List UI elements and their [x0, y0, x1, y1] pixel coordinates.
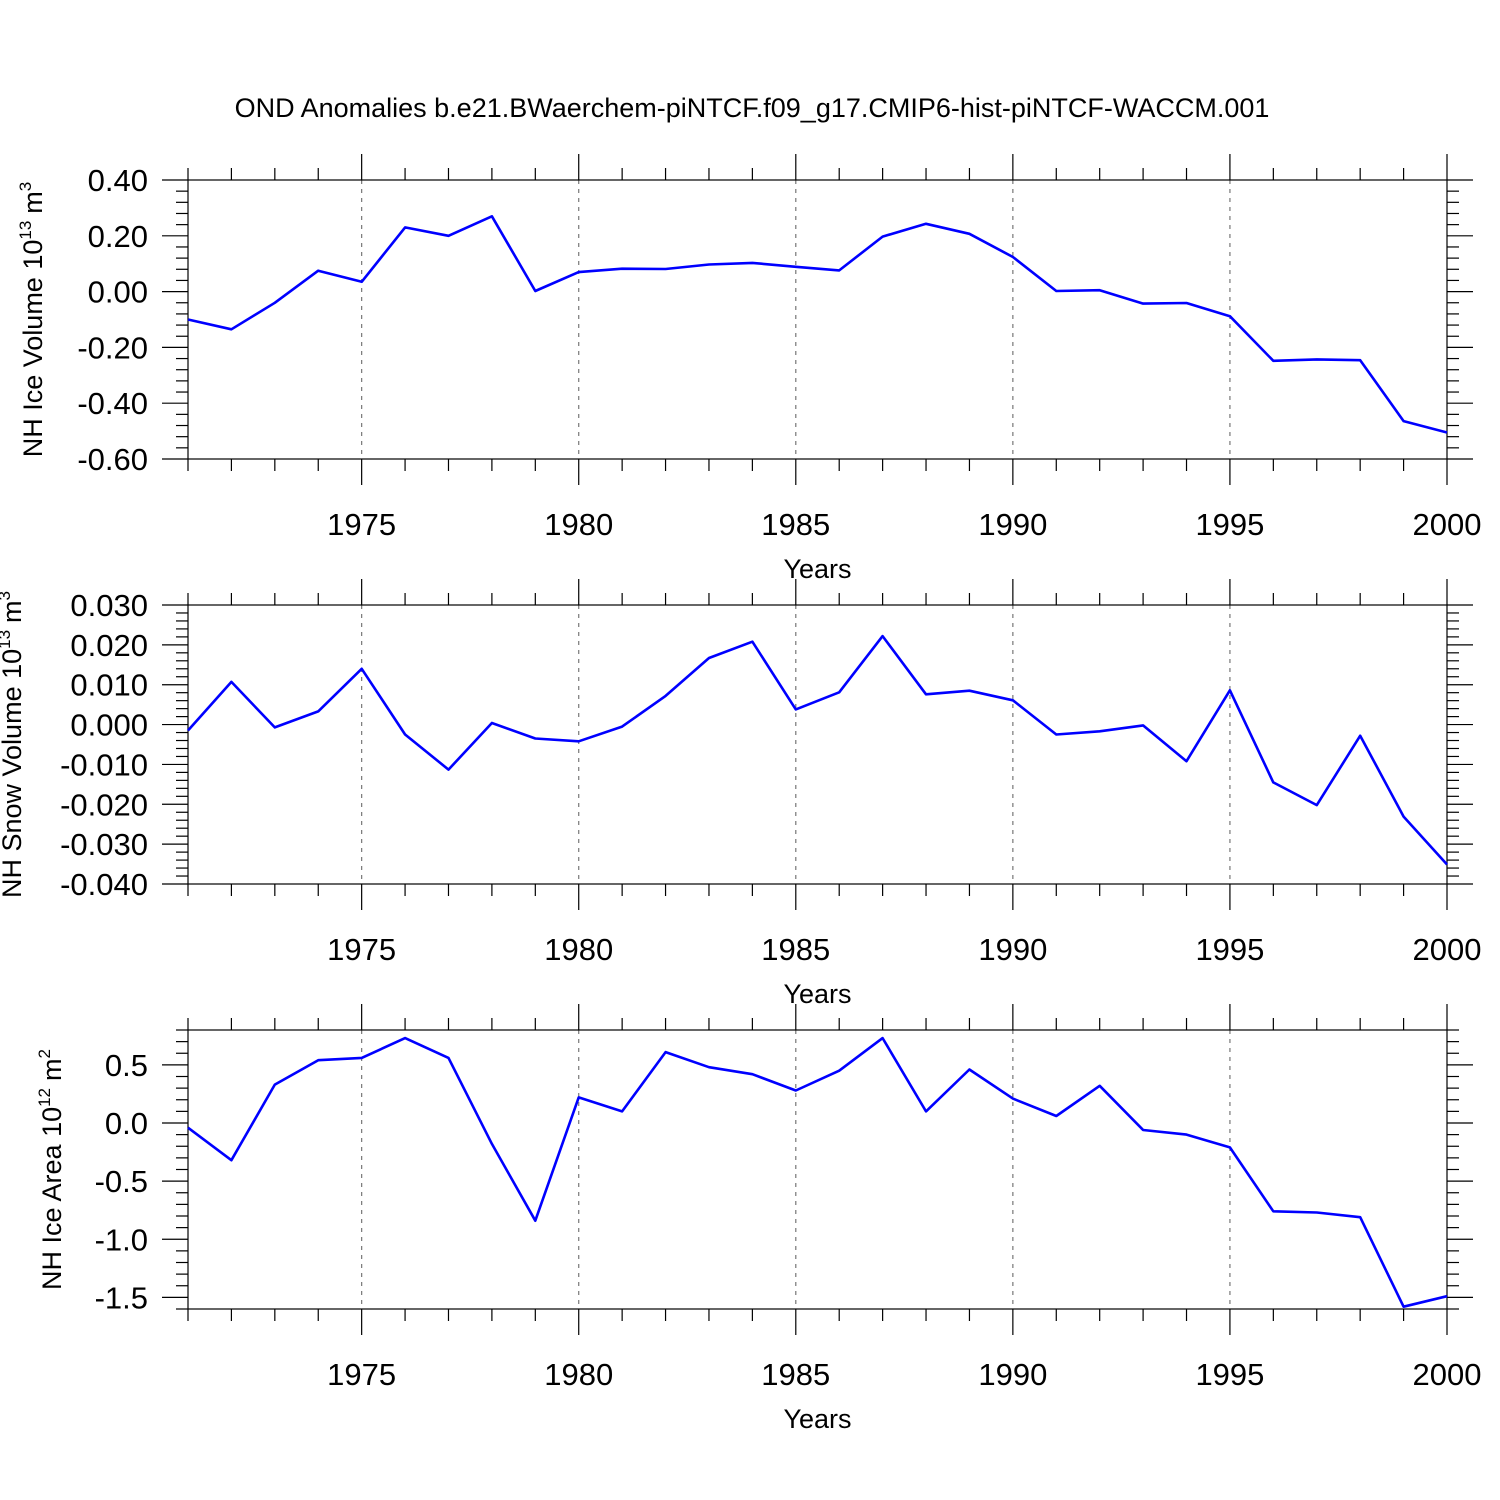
y-axis-label: NH Ice Area 1012 m2: [35, 1049, 67, 1290]
x-tick-label: 1985: [761, 932, 830, 967]
y-tick-label: -0.010: [60, 747, 148, 782]
y-tick-label: -0.60: [77, 442, 148, 477]
x-tick-label: 1975: [327, 1357, 396, 1392]
x-tick-label: 1975: [327, 932, 396, 967]
x-tick-label: 1985: [761, 507, 830, 542]
x-tick-label: 1980: [544, 507, 613, 542]
panels: 1975 1980 1985 1990 1995 2000 0.40 0.20 0.00 -0.2…: [0, 154, 1481, 1434]
panel-1: 1975 1980 1985 1990 1995 2000 0.40 0.20 0.00 -0.2…: [16, 154, 1481, 584]
y-tick-label: 0.20: [88, 219, 148, 254]
y-axis-label-unit: m: [18, 191, 48, 214]
y-axis-label-text: NH Ice Area 10: [37, 1107, 67, 1290]
y-axis-label-unit: m: [0, 600, 27, 623]
x-axis-label: Years: [783, 1404, 851, 1434]
y-axis-label-unit-exponent: 3: [16, 182, 35, 191]
y-tick-label: -0.5: [95, 1164, 148, 1199]
y-tick-label: 0.0: [105, 1106, 148, 1141]
x-axis-label: Years: [783, 979, 851, 1009]
plot-frame: [187, 179, 1448, 460]
y-tick-label: 0.5: [105, 1048, 148, 1083]
y-tick-label: -0.40: [77, 386, 148, 421]
x-tick-label: 1995: [1195, 507, 1264, 542]
y-tick-label: -0.040: [60, 867, 148, 902]
y-tick-label: -0.020: [60, 787, 148, 822]
y-tick-label: -1.5: [95, 1280, 148, 1315]
y-axis-label-exponent: 13: [0, 630, 14, 649]
y-tick-label: 0.020: [70, 628, 148, 663]
x-tick-label: 1990: [978, 1357, 1047, 1392]
x-tick-label: 2000: [1413, 1357, 1482, 1392]
x-tick-label: 1990: [978, 932, 1047, 967]
y-axis-label-text: NH Snow Volume 10: [0, 649, 27, 898]
x-tick-label: 1980: [544, 1357, 613, 1392]
y-tick-label: 0.00: [88, 275, 148, 310]
panel-3: 1975 1980 1985 1990 1995 2000 0.5 0.0 -0.5 -1.0 -1…: [35, 1004, 1481, 1434]
y-tick-label: -0.030: [60, 827, 148, 862]
x-tick-label: 1975: [327, 507, 396, 542]
y-axis-label: NH Ice Volume 1013 m3: [16, 182, 48, 458]
y-tick-label: -1.0: [95, 1222, 148, 1257]
figure-title: OND Anomalies b.e21.BWaerchem-piNTCF.f09…: [235, 93, 1270, 123]
x-tick-label: 1980: [544, 932, 613, 967]
x-tick-label: 1995: [1195, 932, 1264, 967]
y-tick-label: 0.030: [70, 588, 148, 623]
series-line-nh-ice-volume: [187, 215, 1448, 434]
y-axis-label-exponent: 13: [16, 221, 35, 240]
y-axis-label-unit-exponent: 3: [0, 591, 14, 600]
y-axis-label: NH Snow Volume 1013 m3: [0, 591, 27, 898]
y-axis-label-text: NH Ice Volume 10: [18, 240, 48, 458]
plot-frame: [187, 1029, 1448, 1310]
y-axis-label-unit: m: [37, 1058, 67, 1081]
plot-frame: [187, 604, 1448, 885]
x-tick-label: 2000: [1413, 932, 1482, 967]
y-tick-label: 0.010: [70, 668, 148, 703]
y-tick-label: 0.000: [70, 708, 148, 743]
y-axis-label-exponent: 12: [35, 1088, 54, 1107]
x-axis-label: Years: [783, 554, 851, 584]
panel-2: 1975 1980 1985 1990 1995 2000 0.030 0.020 0.010 0…: [0, 579, 1481, 1009]
y-tick-label: -0.20: [77, 330, 148, 365]
x-tick-label: 1985: [761, 1357, 830, 1392]
x-tick-label: 2000: [1413, 507, 1482, 542]
series-line-nh-snow-volume: [187, 634, 1448, 866]
y-tick-label: 0.40: [88, 163, 148, 198]
y-axis-label-unit-exponent: 2: [35, 1049, 54, 1058]
x-tick-label: 1990: [978, 507, 1047, 542]
x-tick-label: 1995: [1195, 1357, 1264, 1392]
series-line-nh-ice-area: [187, 1036, 1448, 1308]
